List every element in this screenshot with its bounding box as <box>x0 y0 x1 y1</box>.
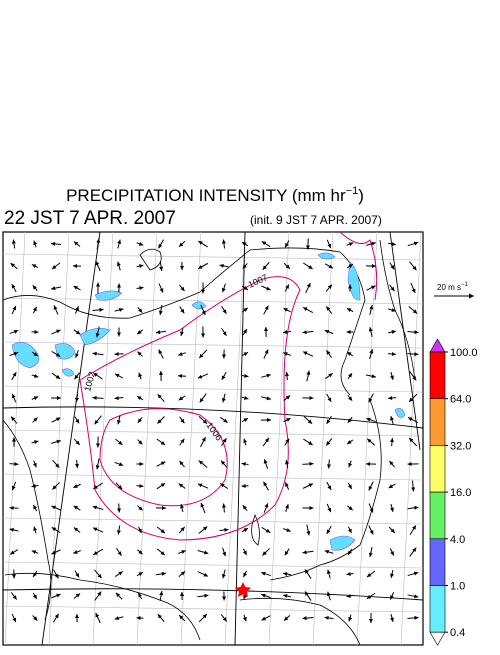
colorbar-band <box>430 586 445 633</box>
init-time: (init. 9 JST 7 APR. 2007) <box>250 213 382 227</box>
colorbar-band <box>430 352 445 399</box>
title-text: PRECIPITATION INTENSITY (mm hr <box>66 186 346 205</box>
colorbar-label: 32.0 <box>450 440 471 452</box>
wind-scale-label: 20 m s−1 <box>437 282 469 292</box>
wind-legend: 20 m s−1 <box>434 282 474 299</box>
colorbar-label: 16.0 <box>450 487 471 499</box>
colorbar-under <box>430 632 445 645</box>
colorbar-label: 64.0 <box>450 394 471 406</box>
colorbar-label: 1.0 <box>450 581 465 593</box>
colorbar-label: 100.0 <box>450 347 478 359</box>
colorbar-band <box>430 445 445 492</box>
figure-title: PRECIPITATION INTENSITY (mm hr−1) <box>66 185 364 205</box>
title-close: ) <box>358 186 364 205</box>
colorbar-band <box>430 539 445 586</box>
colorbar-label: 0.4 <box>450 627 465 639</box>
title-superscript: −1 <box>346 185 359 197</box>
colorbar-over <box>430 339 445 352</box>
colorbar-label: 4.0 <box>450 534 465 546</box>
wind-scale-arrowhead <box>469 294 474 299</box>
colorbar-band <box>430 399 445 446</box>
map: 1007 1002 1006 <box>3 232 423 645</box>
wind-scale-superscript: −1 <box>461 282 469 288</box>
valid-time: 22 JST 7 APR. 2007 <box>4 208 176 229</box>
colorbar: 100.0 64.0 32.0 16.0 4.0 1.0 0.4 <box>430 339 478 645</box>
colorbar-band <box>430 492 445 539</box>
wind-scale-text: 20 m s <box>437 283 461 292</box>
